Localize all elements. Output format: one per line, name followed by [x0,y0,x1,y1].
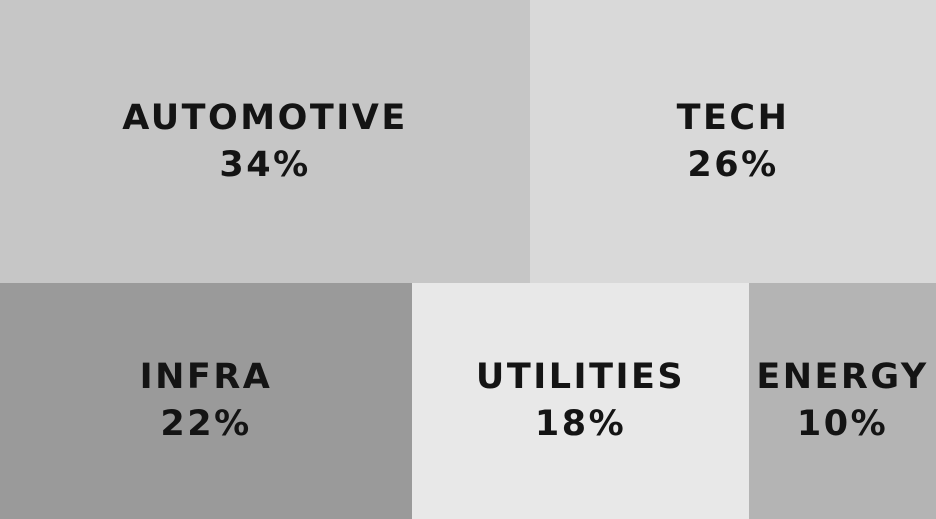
tile-value: 10% [796,404,889,444]
treemap-tile-automotive: AUTOMOTIVE 34% [0,0,530,283]
treemap-tile-infra: INFRA 22% [0,283,412,519]
treemap-tile-tech: TECH 26% [530,0,936,283]
treemap-tile-utilities: UTILITIES 18% [412,283,749,519]
tile-label: UTILITIES [475,357,686,397]
tile-value: 18% [534,404,627,444]
tile-value: 26% [687,144,779,185]
tile-label: ENERGY [756,357,929,397]
tile-label: TECH [676,97,790,138]
tile-value: 22% [160,404,252,444]
tile-value: 34% [219,144,311,185]
treemap-tile-energy: ENERGY 10% [749,283,936,519]
tile-label: AUTOMOTIVE [122,97,408,138]
tile-label: INFRA [139,357,273,397]
